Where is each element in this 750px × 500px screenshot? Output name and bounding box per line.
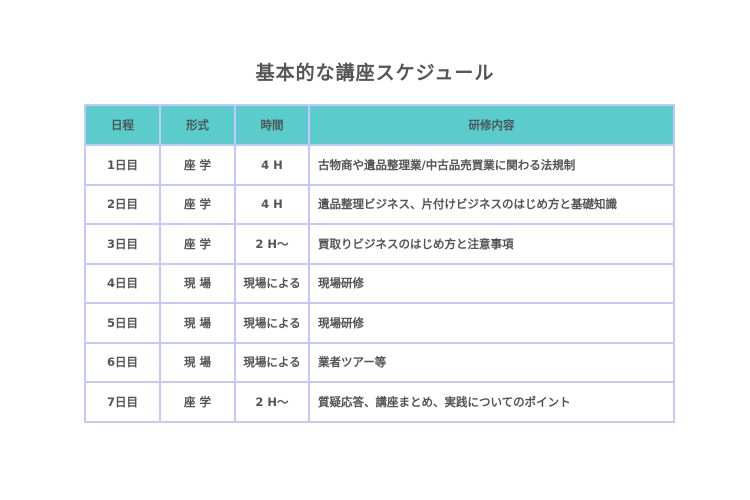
format-cell: 現 場 — [159, 302, 236, 344]
time-cell: 現場による — [234, 341, 310, 383]
format-cell: 現 場 — [159, 341, 236, 383]
day-cell: 4日目 — [84, 262, 161, 304]
content-cell: 現場研修 — [308, 262, 675, 304]
header-time: 時間 — [234, 104, 310, 146]
time-cell: 4 H — [234, 183, 310, 225]
table-row: 5日目現 場現場による 現場研修 — [84, 302, 675, 344]
table-header-row: 日程 形式 時間 研修内容 — [84, 104, 675, 146]
day-cell: 2日目 — [84, 183, 161, 225]
format-cell: 現 場 — [159, 262, 236, 304]
table-row: 6日目現 場現場による 業者ツアー等 — [84, 341, 675, 383]
content-cell: 業者ツアー等 — [308, 341, 675, 383]
header-day: 日程 — [84, 104, 161, 146]
content-cell: 遺品整理ビジネス、片付けビジネスのはじめ方と基礎知識 — [308, 183, 675, 225]
time-cell: 現場による — [234, 302, 310, 344]
content-cell: 質疑応答、講座まとめ、実践についてのポイント — [308, 381, 675, 423]
day-cell: 6日目 — [84, 341, 161, 383]
content-cell: 古物商や遺品整理業/中古品売買業に関わる法規制 — [308, 144, 675, 186]
time-cell: 4 H — [234, 144, 310, 186]
header-content: 研修内容 — [308, 104, 675, 146]
day-cell: 1日目 — [84, 144, 161, 186]
day-cell: 5日目 — [84, 302, 161, 344]
format-cell: 座 学 — [159, 223, 236, 265]
format-cell: 座 学 — [159, 381, 236, 423]
page-title: 基本的な講座スケジュール — [255, 62, 495, 84]
format-cell: 座 学 — [159, 183, 236, 225]
day-cell: 7日目 — [84, 381, 161, 423]
table-row: 4日目現 場現場による 現場研修 — [84, 262, 675, 304]
content-cell: 現場研修 — [308, 302, 675, 344]
header-format: 形式 — [159, 104, 236, 146]
format-cell: 座 学 — [159, 144, 236, 186]
content-cell: 買取りビジネスのはじめ方と注意事項 — [308, 223, 675, 265]
time-cell: 現場による — [234, 262, 310, 304]
day-cell: 3日目 — [84, 223, 161, 265]
time-cell: 2 H～ — [234, 223, 310, 265]
time-cell: 2 H～ — [234, 381, 310, 423]
